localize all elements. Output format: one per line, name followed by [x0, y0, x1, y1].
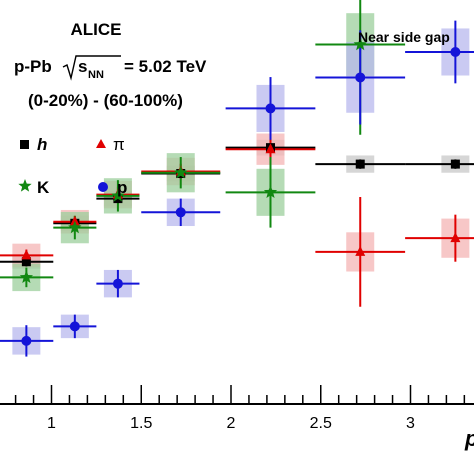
legend-square-marker [20, 140, 29, 149]
legend-star-marker [18, 179, 32, 192]
marker-circle-p [175, 207, 186, 218]
region-label: Near side gap [358, 29, 450, 45]
marker-circle-p [69, 321, 80, 332]
sqrt-sign [62, 55, 121, 81]
systematic-boxes [12, 13, 470, 355]
legend-entry-h: h [20, 135, 47, 154]
marker-square-h [355, 159, 365, 169]
energy-annotation: p-Pb s NN = 5.02 TeV [14, 55, 207, 81]
system-label: p-Pb [14, 57, 52, 76]
marker-circle-p [355, 72, 366, 83]
legend-circle-marker [98, 182, 108, 192]
x-axis-ticks [14, 385, 466, 404]
x-tick-label: 3 [406, 415, 415, 432]
marker-star-k [111, 188, 125, 202]
legend-triangle-marker [96, 139, 106, 148]
marker-circle-p [21, 335, 32, 346]
legend-entry-p: p [98, 178, 127, 197]
legend-label-k: K [37, 178, 50, 197]
legend-entry-k: K [18, 178, 50, 197]
marker-star-k [19, 270, 34, 284]
x-axis-tick-labels: 0.511.522.53 [47, 415, 415, 432]
experiment-label: ALICE [71, 20, 122, 39]
energy-subscript: NN [88, 69, 104, 81]
data-markers [19, 37, 461, 346]
legend-entry-pi: π [96, 135, 125, 154]
marker-circle-p [265, 103, 276, 114]
x-tick-label: 1 [47, 415, 56, 432]
legend-label-pi: π [113, 135, 125, 154]
marker-star-k [353, 37, 367, 51]
x-tick-label: 2.5 [310, 415, 332, 432]
marker-triangle-pi [265, 143, 276, 154]
marker-triangle-pi [21, 249, 32, 260]
energy-value: = 5.02 TeV [124, 57, 207, 76]
x-tick-label: 2 [227, 415, 236, 432]
marker-star-k [174, 165, 188, 179]
error-bars [0, 0, 474, 357]
centrality-label: (0-20%) - (60-100%) [28, 91, 183, 110]
legend-label-p: p [117, 178, 127, 197]
marker-triangle-pi [355, 245, 366, 256]
marker-circle-p [112, 278, 123, 289]
marker-circle-p [450, 46, 461, 57]
legend-label-h: h [37, 135, 47, 154]
marker-triangle-pi [450, 232, 461, 243]
x-tick-label: 1.5 [130, 415, 152, 432]
x-axis-title-fragment: p [464, 426, 474, 451]
legend: h π K p [18, 135, 127, 197]
marker-star-k [263, 185, 278, 198]
marker-square-h [21, 257, 31, 267]
energy-s: s [78, 57, 87, 76]
marker-square-h [450, 159, 460, 169]
marker-star-k [68, 220, 82, 234]
